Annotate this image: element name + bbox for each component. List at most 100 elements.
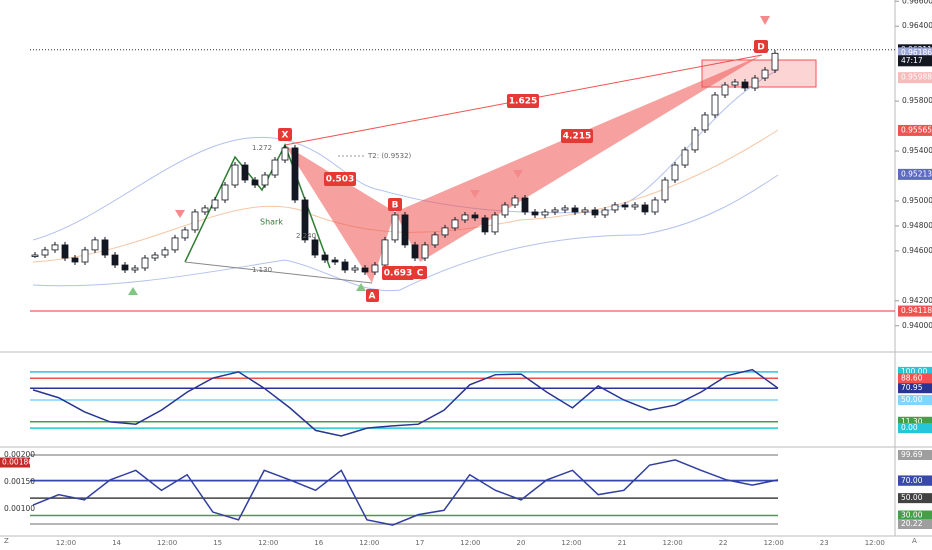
left-tick-label: 0.00200 bbox=[4, 450, 35, 459]
shark-base bbox=[184, 261, 373, 284]
point-label: D bbox=[757, 43, 764, 53]
candle bbox=[771, 52, 779, 71]
point-label: B bbox=[392, 201, 399, 211]
level-tag-label: 50.00 bbox=[901, 395, 923, 404]
ratio-box bbox=[382, 266, 414, 280]
oscillator-line bbox=[32, 459, 779, 526]
oscillator-line bbox=[32, 368, 779, 437]
pattern-xab bbox=[285, 145, 395, 283]
level-tag bbox=[898, 449, 932, 460]
point-box bbox=[366, 289, 379, 302]
y-tick-label: 0.94600 bbox=[902, 246, 932, 255]
price-tag-label: 0.96186 bbox=[901, 48, 932, 57]
ratio-box bbox=[561, 129, 593, 143]
left-tag-label: 0.00186 bbox=[2, 458, 33, 467]
candle bbox=[511, 197, 519, 206]
price-tag bbox=[898, 124, 932, 136]
candle bbox=[421, 244, 429, 259]
candle bbox=[291, 147, 299, 201]
candle bbox=[581, 209, 589, 213]
note: 1.272 bbox=[252, 144, 272, 152]
x-tick-label: 12:00 bbox=[865, 539, 885, 547]
price-tag-label: 0.95213 bbox=[901, 169, 932, 178]
sell-marker bbox=[470, 190, 480, 198]
candle bbox=[381, 239, 389, 266]
point-label: A bbox=[369, 292, 376, 302]
corner-label: Z bbox=[4, 537, 9, 545]
ratio-box bbox=[324, 172, 356, 186]
level-tag bbox=[898, 493, 932, 504]
candle bbox=[341, 261, 349, 271]
candle bbox=[251, 179, 259, 186]
left-tick-label: 0.00150 bbox=[4, 477, 35, 486]
candle bbox=[531, 211, 539, 216]
lower-band bbox=[32, 174, 779, 292]
x-tick-label: 15 bbox=[213, 539, 222, 547]
level-tag-label: 70.95 bbox=[901, 383, 923, 392]
candle bbox=[91, 239, 99, 251]
candle bbox=[611, 204, 619, 211]
x-tick-label: 12:00 bbox=[663, 539, 683, 547]
pattern-name: Shark bbox=[260, 218, 283, 227]
x-tick-label: 12:00 bbox=[460, 539, 480, 547]
candle bbox=[651, 199, 659, 213]
price-tag-label: 0.95988 bbox=[901, 73, 932, 82]
x-tick-label: 12:00 bbox=[258, 539, 278, 547]
y-tick-label: 0.96600 bbox=[902, 0, 932, 5]
level-tag-label: 99.69 bbox=[901, 450, 923, 459]
level-tag bbox=[898, 416, 932, 427]
x-tick-label: 12:00 bbox=[157, 539, 177, 547]
candle bbox=[631, 204, 639, 208]
level-tag bbox=[898, 395, 932, 405]
sell-marker bbox=[513, 170, 523, 178]
price-tag bbox=[898, 72, 932, 84]
point-box bbox=[413, 266, 427, 279]
point-box bbox=[278, 128, 292, 141]
candle bbox=[481, 217, 489, 233]
point-label: X bbox=[282, 131, 289, 141]
ratio-label: 1.625 bbox=[509, 97, 537, 107]
candle bbox=[551, 209, 559, 213]
upper-band bbox=[32, 69, 779, 241]
candle bbox=[51, 244, 59, 251]
candle bbox=[621, 204, 629, 208]
candle bbox=[601, 209, 609, 216]
level-tag-label: 20.22 bbox=[901, 519, 923, 528]
candle bbox=[221, 184, 229, 201]
candle bbox=[141, 257, 149, 269]
buy-marker bbox=[356, 283, 366, 291]
candle bbox=[211, 199, 219, 209]
candle bbox=[501, 204, 509, 216]
candle bbox=[461, 214, 469, 221]
candle bbox=[101, 239, 109, 256]
candle bbox=[521, 197, 529, 213]
x-tick-label: 22 bbox=[719, 539, 728, 547]
y-tick-label: 0.94800 bbox=[902, 221, 932, 230]
candle bbox=[441, 227, 449, 236]
level-tag-label: 30.00 bbox=[901, 511, 923, 520]
candle bbox=[701, 114, 709, 131]
level-tag-label: 0.00 bbox=[901, 423, 918, 432]
level-tag-label: 88.60 bbox=[901, 373, 923, 382]
candle bbox=[161, 249, 169, 256]
ratio-label: 0.503 bbox=[326, 175, 354, 185]
y-tick-label: 0.95000 bbox=[902, 196, 932, 205]
candle bbox=[151, 254, 159, 259]
left-tick-label: 0.00100 bbox=[4, 504, 35, 513]
candle bbox=[471, 214, 479, 219]
candle bbox=[131, 267, 139, 271]
candle bbox=[181, 229, 189, 239]
level-tag bbox=[898, 510, 932, 521]
point-label: C bbox=[417, 269, 424, 279]
candle bbox=[201, 207, 209, 213]
candle bbox=[321, 254, 329, 261]
candle bbox=[271, 159, 279, 176]
candle bbox=[191, 211, 199, 231]
level-tag-label: 50.00 bbox=[901, 493, 923, 502]
price-tag bbox=[898, 168, 932, 180]
countdown-box bbox=[898, 55, 932, 67]
note: 2.240 bbox=[296, 232, 316, 240]
candle bbox=[691, 129, 699, 151]
